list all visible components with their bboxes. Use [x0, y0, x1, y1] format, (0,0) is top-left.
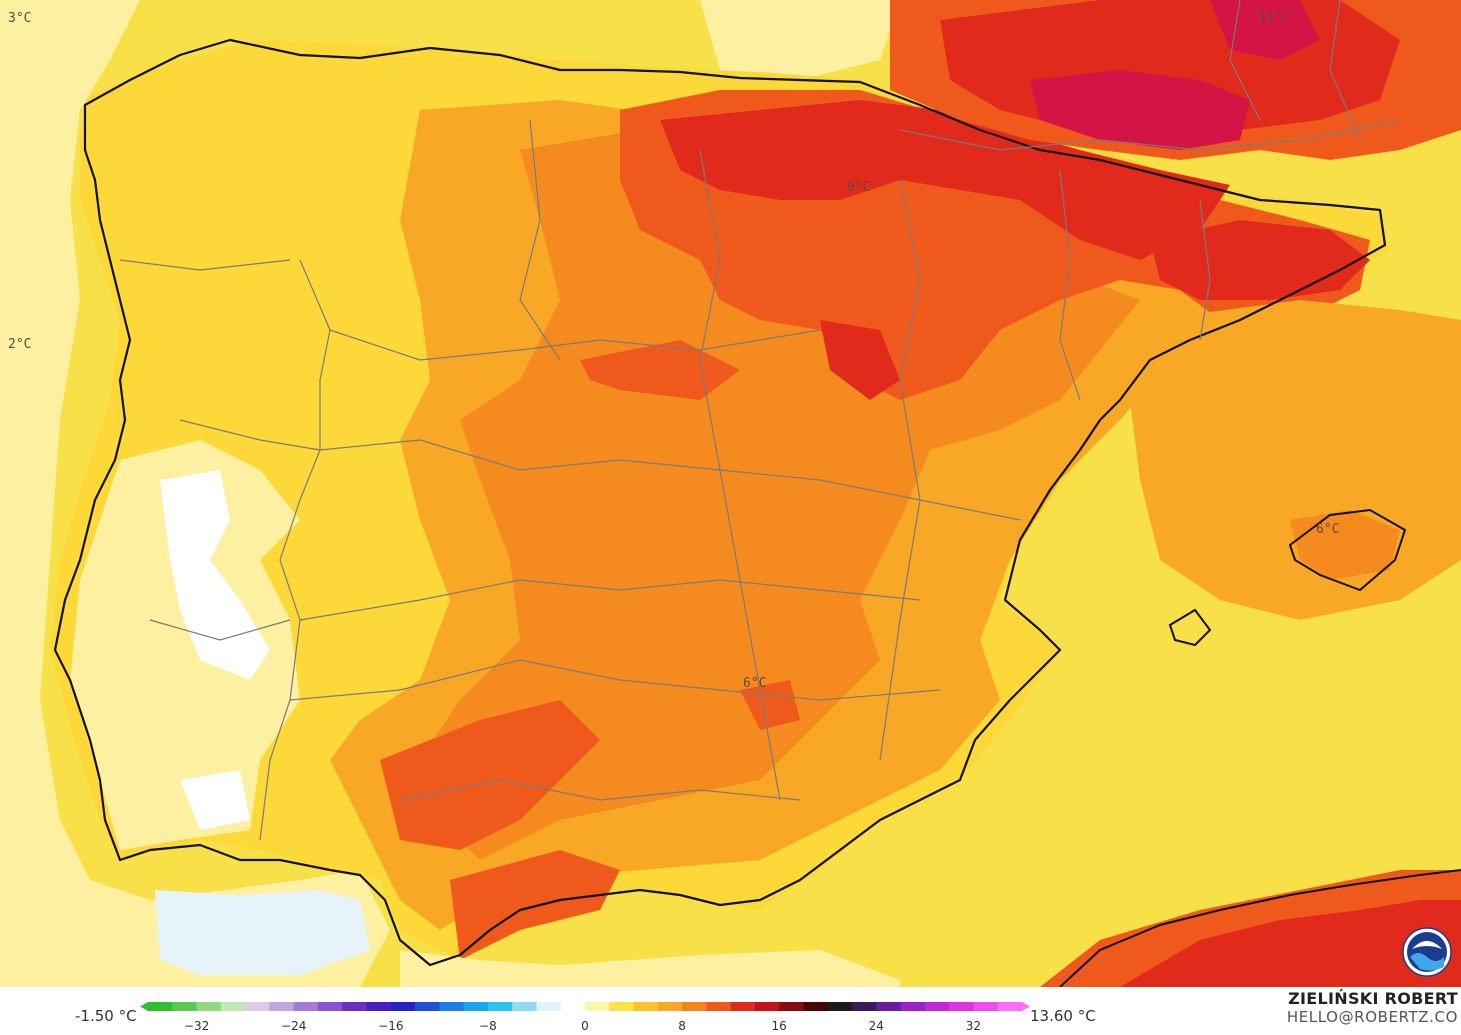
color-scale-swatch — [585, 1002, 610, 1011]
color-scale-max-arrow — [1022, 1002, 1030, 1011]
color-scale-swatch — [730, 1002, 756, 1011]
temperature-label-9c: 9°C — [847, 180, 871, 195]
color-scale-swatch — [779, 1002, 805, 1011]
color-scale-swatch — [317, 1002, 343, 1011]
author-block: ZIELIŃSKI ROBERT HELLO@ROBERTZ.CO — [1287, 989, 1458, 1026]
color-scale-swatch — [512, 1002, 538, 1011]
temperature-label-2c: 2°C — [8, 337, 32, 352]
color-scale-swatch — [245, 1002, 270, 1011]
ibiza-coast — [1168, 608, 1212, 647]
color-scale-swatch — [536, 1002, 562, 1011]
color-scale-swatch — [196, 1002, 222, 1011]
south-red-orange — [380, 700, 600, 850]
portugal-south-white — [180, 770, 250, 830]
color-scale-swatch — [657, 1002, 683, 1011]
color-scale-swatch — [560, 1002, 586, 1011]
color-scale-swatch — [390, 1002, 416, 1011]
atlantic-cool-zone — [0, 0, 390, 987]
andalusia-red-orange — [450, 850, 620, 960]
color-scale-tick: 24 — [868, 1019, 884, 1033]
ebro-red — [820, 320, 900, 400]
color-scale-min-arrow — [140, 1002, 148, 1011]
portugal-pale-zone — [70, 440, 300, 850]
color-scale-swatch — [852, 1002, 877, 1011]
legend-min-label: -1.50 °C — [75, 1007, 137, 1025]
color-scale-swatch — [827, 1002, 853, 1011]
gulf-cadiz-blue — [155, 890, 370, 975]
color-scale-swatch — [900, 1002, 926, 1011]
footer-bar: -1.50 °C −32 −24 −16 −8 0 8 16 24 32 13.60 °C ZI… — [0, 987, 1461, 1035]
temperature-label-6c-balearic: 6°C — [1316, 522, 1340, 537]
color-scale-swatch — [366, 1002, 392, 1011]
temperature-map: 3°C 2°C 11°C 9°C 6°C 6°C — [0, 0, 1461, 987]
color-scale-tick: −16 — [378, 1019, 404, 1033]
color-scale-swatch — [220, 1002, 246, 1011]
north-cool-zone — [700, 0, 900, 80]
color-scale-swatch — [439, 1002, 465, 1011]
color-scale-swatch — [293, 1002, 319, 1011]
region-borders — [119, 0, 1401, 841]
color-scale-swatch — [609, 1002, 635, 1011]
color-scale-swatch — [487, 1002, 513, 1011]
color-scale-tick: −24 — [281, 1019, 307, 1033]
color-scale-tick: 0 — [581, 1019, 589, 1033]
color-scale-swatch — [706, 1002, 732, 1011]
color-scale-swatch — [876, 1002, 902, 1011]
mallorca-coast — [1288, 508, 1407, 592]
color-scale-swatch — [997, 1002, 1023, 1011]
balearic-orange — [1290, 510, 1400, 580]
temperature-label-6c-inland: 6°C — [743, 676, 767, 691]
color-scale-tick: 16 — [771, 1019, 787, 1033]
color-scale-swatch — [924, 1002, 950, 1011]
color-scale-swatch — [949, 1002, 975, 1011]
color-scale-swatch — [172, 1002, 198, 1011]
color-scale-tick: 32 — [965, 1019, 982, 1033]
mediterranean-orange — [1130, 300, 1461, 620]
color-scale-swatch — [633, 1002, 659, 1011]
temperature-map-canvas — [0, 0, 1461, 987]
color-scale-swatch — [148, 1002, 173, 1011]
northeast-red — [660, 100, 1230, 260]
color-scale-swatch — [463, 1002, 489, 1011]
portugal-white-patch — [160, 470, 270, 680]
color-scale-swatch — [342, 1002, 368, 1011]
color-scale-swatch — [803, 1002, 829, 1011]
africa-red — [1120, 900, 1461, 987]
color-scale-swatch — [682, 1002, 707, 1011]
atlantic-light-zone — [400, 950, 900, 987]
temperature-label-3c: 3°C — [8, 11, 32, 26]
color-scale-tick: −32 — [183, 1019, 210, 1033]
color-scale-swatch — [754, 1002, 780, 1011]
color-scale-bar — [140, 1002, 1030, 1011]
color-scale-tick: 8 — [678, 1019, 686, 1033]
central-red-orange — [580, 340, 740, 400]
color-scale-swatch — [415, 1002, 440, 1011]
color-scale-tick: −8 — [479, 1019, 497, 1033]
author-name: ZIELIŃSKI ROBERT — [1288, 989, 1458, 1008]
temperature-label-11c: 11°C — [1259, 11, 1291, 26]
inland-red-orange — [740, 680, 800, 730]
legend-max-label: 13.60 °C — [1030, 1007, 1096, 1025]
africa-coast — [1059, 869, 1461, 987]
pyrenees-crimson — [1030, 70, 1250, 150]
coastline — [53, 38, 1387, 967]
color-scale-swatch — [973, 1002, 999, 1011]
color-scale-swatch — [269, 1002, 295, 1011]
author-email: HELLO@ROBERTZ.CO — [1286, 1008, 1458, 1026]
noaa-logo — [1402, 927, 1452, 977]
